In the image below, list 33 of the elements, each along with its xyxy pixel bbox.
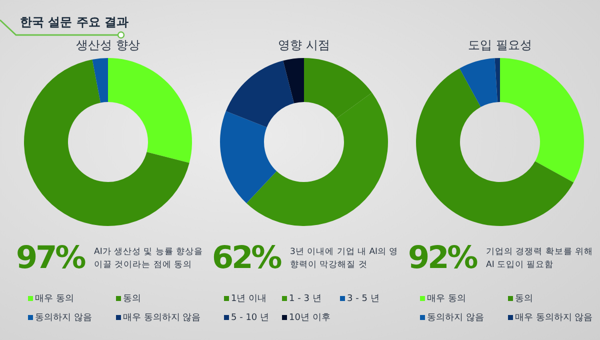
legend-label: 매우 동의 — [35, 294, 74, 304]
chart-title: 영향 시점 — [277, 38, 331, 52]
legend-label: 5 - 10 년 — [231, 313, 270, 323]
donut-slice — [92, 58, 108, 103]
chart-title: 도입 필요성 — [467, 38, 533, 52]
donut-slice — [24, 59, 190, 226]
text: 97% — [16, 240, 84, 276]
donut-slice — [416, 68, 574, 226]
legend-label: 매우 동의 — [427, 294, 466, 304]
legend-label: 동의하지 않음 — [427, 313, 484, 323]
text: 한국 설문 주요 결과 — [20, 14, 129, 31]
legend-label: 매우 동의하지 않음 — [515, 313, 593, 323]
legend-label: 매우 동의하지 않음 — [123, 313, 201, 323]
text: 기업의 경쟁력 확보를 위해 AI 도입이 필요함 — [486, 246, 594, 272]
donut-slice — [460, 58, 498, 107]
text: 62% — [212, 240, 280, 276]
donut-slice — [500, 58, 584, 182]
legend-label: 동의 — [515, 294, 533, 304]
legend-label: 3 - 5 년 — [347, 294, 380, 304]
legend-label: 동의 — [123, 294, 141, 304]
donut-slice — [220, 111, 277, 204]
legend-label: 1년 이내 — [231, 294, 267, 304]
legend-label: 동의하지 않음 — [35, 313, 92, 323]
donut-slice — [494, 58, 500, 102]
text: AI가 생산성 및 능률 향상을 이끌 것이라는 점에 동의 — [94, 246, 204, 272]
chart-title: 생산성 향상 — [75, 38, 141, 52]
donut-slice — [108, 58, 192, 163]
legend-label: 1 - 3 년 — [289, 294, 322, 304]
text: 3년 이내에 기업 내 AI의 영향력이 막강해질 것 — [290, 246, 400, 272]
legend-label: 10년 이후 — [289, 313, 330, 323]
text: 92% — [408, 240, 476, 276]
donut-slice — [283, 58, 304, 104]
donut-slice — [226, 60, 294, 128]
